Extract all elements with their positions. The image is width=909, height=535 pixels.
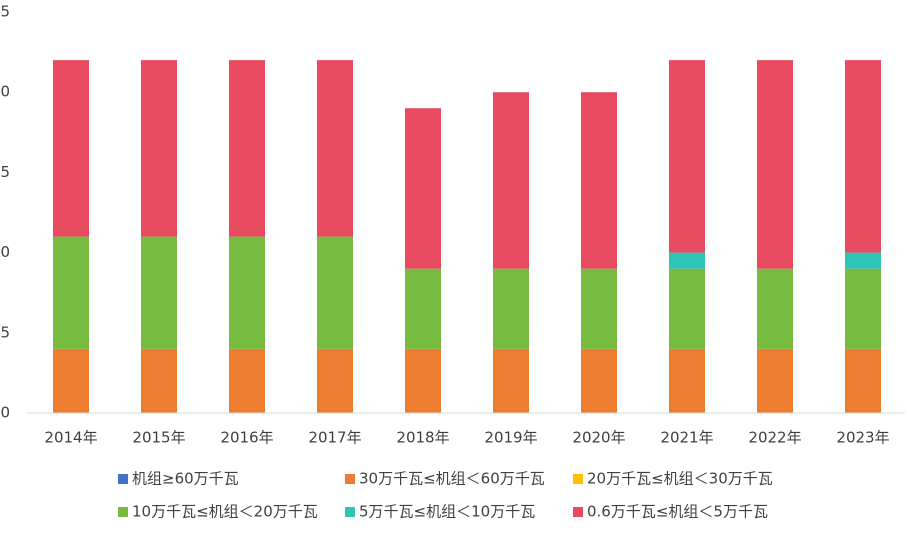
- x-tick-label: 2023年: [836, 429, 889, 447]
- bar-segment: [141, 60, 177, 237]
- x-tick-label: 2021年: [660, 429, 713, 447]
- x-tick-label: 2015年: [132, 429, 185, 447]
- legend-label: 机组≥60万千瓦: [132, 470, 239, 488]
- bar-segment: [53, 60, 89, 237]
- x-tick-label: 2018年: [396, 429, 449, 447]
- bar-segment: [405, 348, 441, 413]
- y-tick-label: 0: [0, 83, 10, 101]
- bar-segment: [757, 348, 793, 413]
- legend-swatch: [573, 474, 583, 484]
- y-tick-label: 5: [0, 163, 10, 181]
- bar-segment: [493, 268, 529, 349]
- y-tick-label: 0: [0, 243, 10, 261]
- bar-segment: [581, 348, 617, 413]
- bar-segment: [757, 60, 793, 269]
- legend-swatch: [573, 507, 583, 517]
- x-tick-label: 2016年: [220, 429, 273, 447]
- legend-label: 10万千瓦≤机组＜20万千瓦: [132, 503, 318, 521]
- y-tick-label: 5: [0, 3, 10, 21]
- bar-segment: [757, 268, 793, 349]
- bar-segment: [229, 236, 265, 349]
- bar-segment: [405, 268, 441, 349]
- y-tick-label: 0: [0, 404, 10, 422]
- bar-segment: [53, 348, 89, 413]
- bar-segment: [317, 348, 353, 413]
- legend-label: 0.6万千瓦≤机组＜5万千瓦: [587, 503, 768, 521]
- legend-swatch: [345, 507, 355, 517]
- legend-swatch: [118, 474, 128, 484]
- x-tick-label: 2019年: [484, 429, 537, 447]
- bar-segment: [845, 60, 881, 253]
- y-tick-label: 5: [0, 323, 10, 341]
- bar-segment: [581, 268, 617, 349]
- bar-segment: [229, 60, 265, 237]
- bar-segment: [493, 92, 529, 269]
- bar-segment: [141, 348, 177, 413]
- bar-segment: [845, 268, 881, 349]
- legend-label: 30万千瓦≤机组＜60万千瓦: [359, 470, 545, 488]
- x-tick-label: 2020年: [572, 429, 625, 447]
- legend-swatch: [118, 507, 128, 517]
- bar-segment: [581, 92, 617, 269]
- x-tick-label: 2014年: [44, 429, 97, 447]
- bar-segment: [669, 252, 705, 269]
- bar-segment: [317, 236, 353, 349]
- bar-segment: [317, 60, 353, 237]
- bar-segment: [493, 348, 529, 413]
- bar-segment: [405, 108, 441, 269]
- bar-segment: [669, 60, 705, 253]
- x-tick-label: 2017年: [308, 429, 361, 447]
- bar-segment: [845, 348, 881, 413]
- bar-segment: [229, 348, 265, 413]
- legend-label: 20万千瓦≤机组＜30万千瓦: [587, 470, 773, 488]
- legend-swatch: [345, 474, 355, 484]
- legend-label: 5万千瓦≤机组＜10万千瓦: [359, 503, 535, 521]
- bar-segment: [141, 236, 177, 349]
- bar-segment: [669, 348, 705, 413]
- bar-segment: [845, 252, 881, 269]
- bar-segment: [669, 268, 705, 349]
- bar-segment: [53, 236, 89, 349]
- x-tick-label: 2022年: [748, 429, 801, 447]
